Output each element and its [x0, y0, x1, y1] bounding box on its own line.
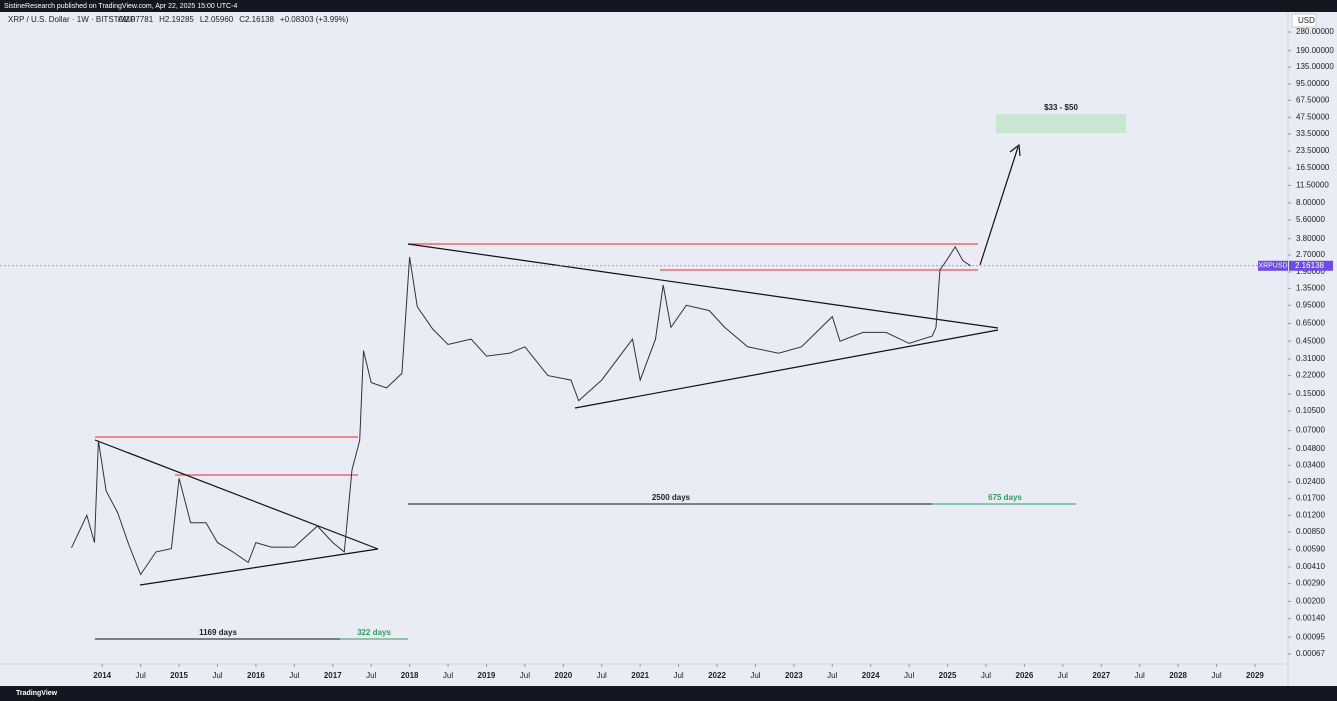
- x-tick-label: Jul: [1211, 671, 1221, 680]
- x-tick-label: 2020: [554, 671, 572, 680]
- x-tick-label: 2022: [708, 671, 726, 680]
- ohlc-value: L2.05960: [200, 15, 234, 24]
- y-tick-label: 95.00000: [1296, 79, 1330, 88]
- y-tick-label: 0.00200: [1296, 597, 1325, 606]
- y-tick-label: 0.00410: [1296, 562, 1325, 571]
- x-tick-label: Jul: [212, 671, 222, 680]
- y-tick-label: 47.50000: [1296, 112, 1330, 121]
- symbol-badge: [1258, 260, 1288, 271]
- x-tick-label: 2021: [631, 671, 649, 680]
- x-tick-label: Jul: [1058, 671, 1068, 680]
- y-tick-label: 3.80000: [1296, 234, 1325, 243]
- days-label: 322 days: [357, 628, 391, 637]
- currency-box: [1291, 13, 1317, 28]
- y-tick-label: 0.10500: [1296, 406, 1325, 415]
- x-tick-label: Jul: [520, 671, 530, 680]
- price-badge: [1289, 260, 1333, 271]
- y-tick-label: 280.00000: [1296, 27, 1334, 36]
- y-tick-label: 33.50000: [1296, 129, 1330, 138]
- y-tick-label: 0.03400: [1296, 460, 1325, 469]
- days-label: 675 days: [988, 493, 1022, 502]
- x-tick-label: 2015: [170, 671, 188, 680]
- x-tick-label: 2023: [785, 671, 803, 680]
- publisher-bar: [0, 0, 1337, 12]
- ohlc-value: C2.16138: [239, 15, 274, 24]
- x-tick-label: Jul: [366, 671, 376, 680]
- x-tick-label: 2017: [324, 671, 342, 680]
- triangle-lines: [94, 143, 1021, 586]
- x-tick-label: 2025: [939, 671, 957, 680]
- y-tick-label: 190.00000: [1296, 46, 1334, 55]
- price-line: [71, 245, 971, 576]
- x-tick-label: 2019: [478, 671, 496, 680]
- x-tick-label: Jul: [673, 671, 683, 680]
- currency: USD: [1298, 16, 1315, 25]
- y-tick-label: 5.60000: [1296, 215, 1325, 224]
- ohlc-legend: O2.07781 H2.19285 L2.05960 C2.16138 +0.08303…: [118, 15, 349, 24]
- y-tick-label: 16.50000: [1296, 163, 1330, 172]
- days-label: 2500 days: [652, 493, 691, 502]
- x-tick-label: Jul: [289, 671, 299, 680]
- y-tick-label: 0.04800: [1296, 444, 1325, 453]
- y-tick-label: 0.02400: [1296, 477, 1325, 486]
- days-label: 1169 days: [199, 628, 237, 637]
- y-tick-label: 0.95000: [1296, 300, 1325, 309]
- x-tick-label: Jul: [136, 671, 146, 680]
- target-label: $33 - $50: [1044, 103, 1078, 112]
- x-tick-label: Jul: [750, 671, 760, 680]
- y-tick-label: 0.00850: [1296, 527, 1325, 536]
- x-tick-label: Jul: [827, 671, 837, 680]
- ohlc-value: H2.19285: [159, 15, 194, 24]
- ohlc-value: +0.08303 (+3.99%): [280, 15, 349, 24]
- y-tick-label: 1.90000: [1296, 267, 1325, 276]
- x-tick-label: 2024: [862, 671, 880, 680]
- x-tick-label: 2026: [1016, 671, 1034, 680]
- y-tick-label: 2.70000: [1296, 250, 1325, 259]
- x-tick-label: Jul: [981, 671, 991, 680]
- y-tick-label: 0.15000: [1296, 389, 1325, 398]
- x-tick-label: Jul: [597, 671, 607, 680]
- symbol: XRPUSD: [1258, 263, 1287, 270]
- y-tick-label: 1.35000: [1296, 283, 1325, 292]
- x-tick-label: Jul: [904, 671, 914, 680]
- x-tick-label: Jul: [1135, 671, 1145, 680]
- y-tick-label: 23.50000: [1296, 146, 1330, 155]
- target-zone: [996, 114, 1126, 133]
- x-tick-label: 2018: [401, 671, 419, 680]
- x-tick-label: Jul: [443, 671, 453, 680]
- y-tick-label: 0.00140: [1296, 614, 1325, 623]
- footer-bar: [0, 686, 1337, 701]
- x-tick-label: 2027: [1092, 671, 1110, 680]
- footer-text: TradingView: [16, 690, 58, 697]
- y-tick-label: 11.50000: [1296, 181, 1329, 190]
- publisher-text: SistineResearch published on TradingView…: [4, 3, 237, 10]
- y-tick-label: 0.65000: [1296, 319, 1325, 328]
- y-tick-label: 0.07000: [1296, 426, 1325, 435]
- y-tick-label: 0.01200: [1296, 510, 1325, 519]
- y-tick-label: 0.00590: [1296, 545, 1325, 554]
- last-price: 2.16138: [1295, 261, 1324, 270]
- x-tick-label: 2016: [247, 671, 265, 680]
- y-tick-label: 0.31000: [1296, 354, 1325, 363]
- x-tick-label: 2028: [1169, 671, 1187, 680]
- y-tick-label: 8.00000: [1296, 198, 1325, 207]
- x-tick-label: 2029: [1246, 671, 1264, 680]
- y-tick-label: 0.45000: [1296, 336, 1325, 345]
- y-tick-label: 0.00067: [1296, 649, 1325, 658]
- y-tick-label: 0.22000: [1296, 371, 1325, 380]
- x-tick-label: 2014: [93, 671, 111, 680]
- y-tick-label: 67.50000: [1296, 96, 1330, 105]
- chart-title: XRP / U.S. Dollar · 1W · BITSTAMP: [8, 15, 135, 24]
- resistance-lines: [95, 243, 978, 476]
- y-tick-label: 135.00000: [1296, 62, 1334, 71]
- y-tick-label: 0.01700: [1296, 494, 1325, 503]
- y-tick-label: 0.00095: [1296, 632, 1325, 641]
- ohlc-value: O2.07781: [118, 15, 154, 24]
- y-tick-label: 0.00290: [1296, 579, 1325, 588]
